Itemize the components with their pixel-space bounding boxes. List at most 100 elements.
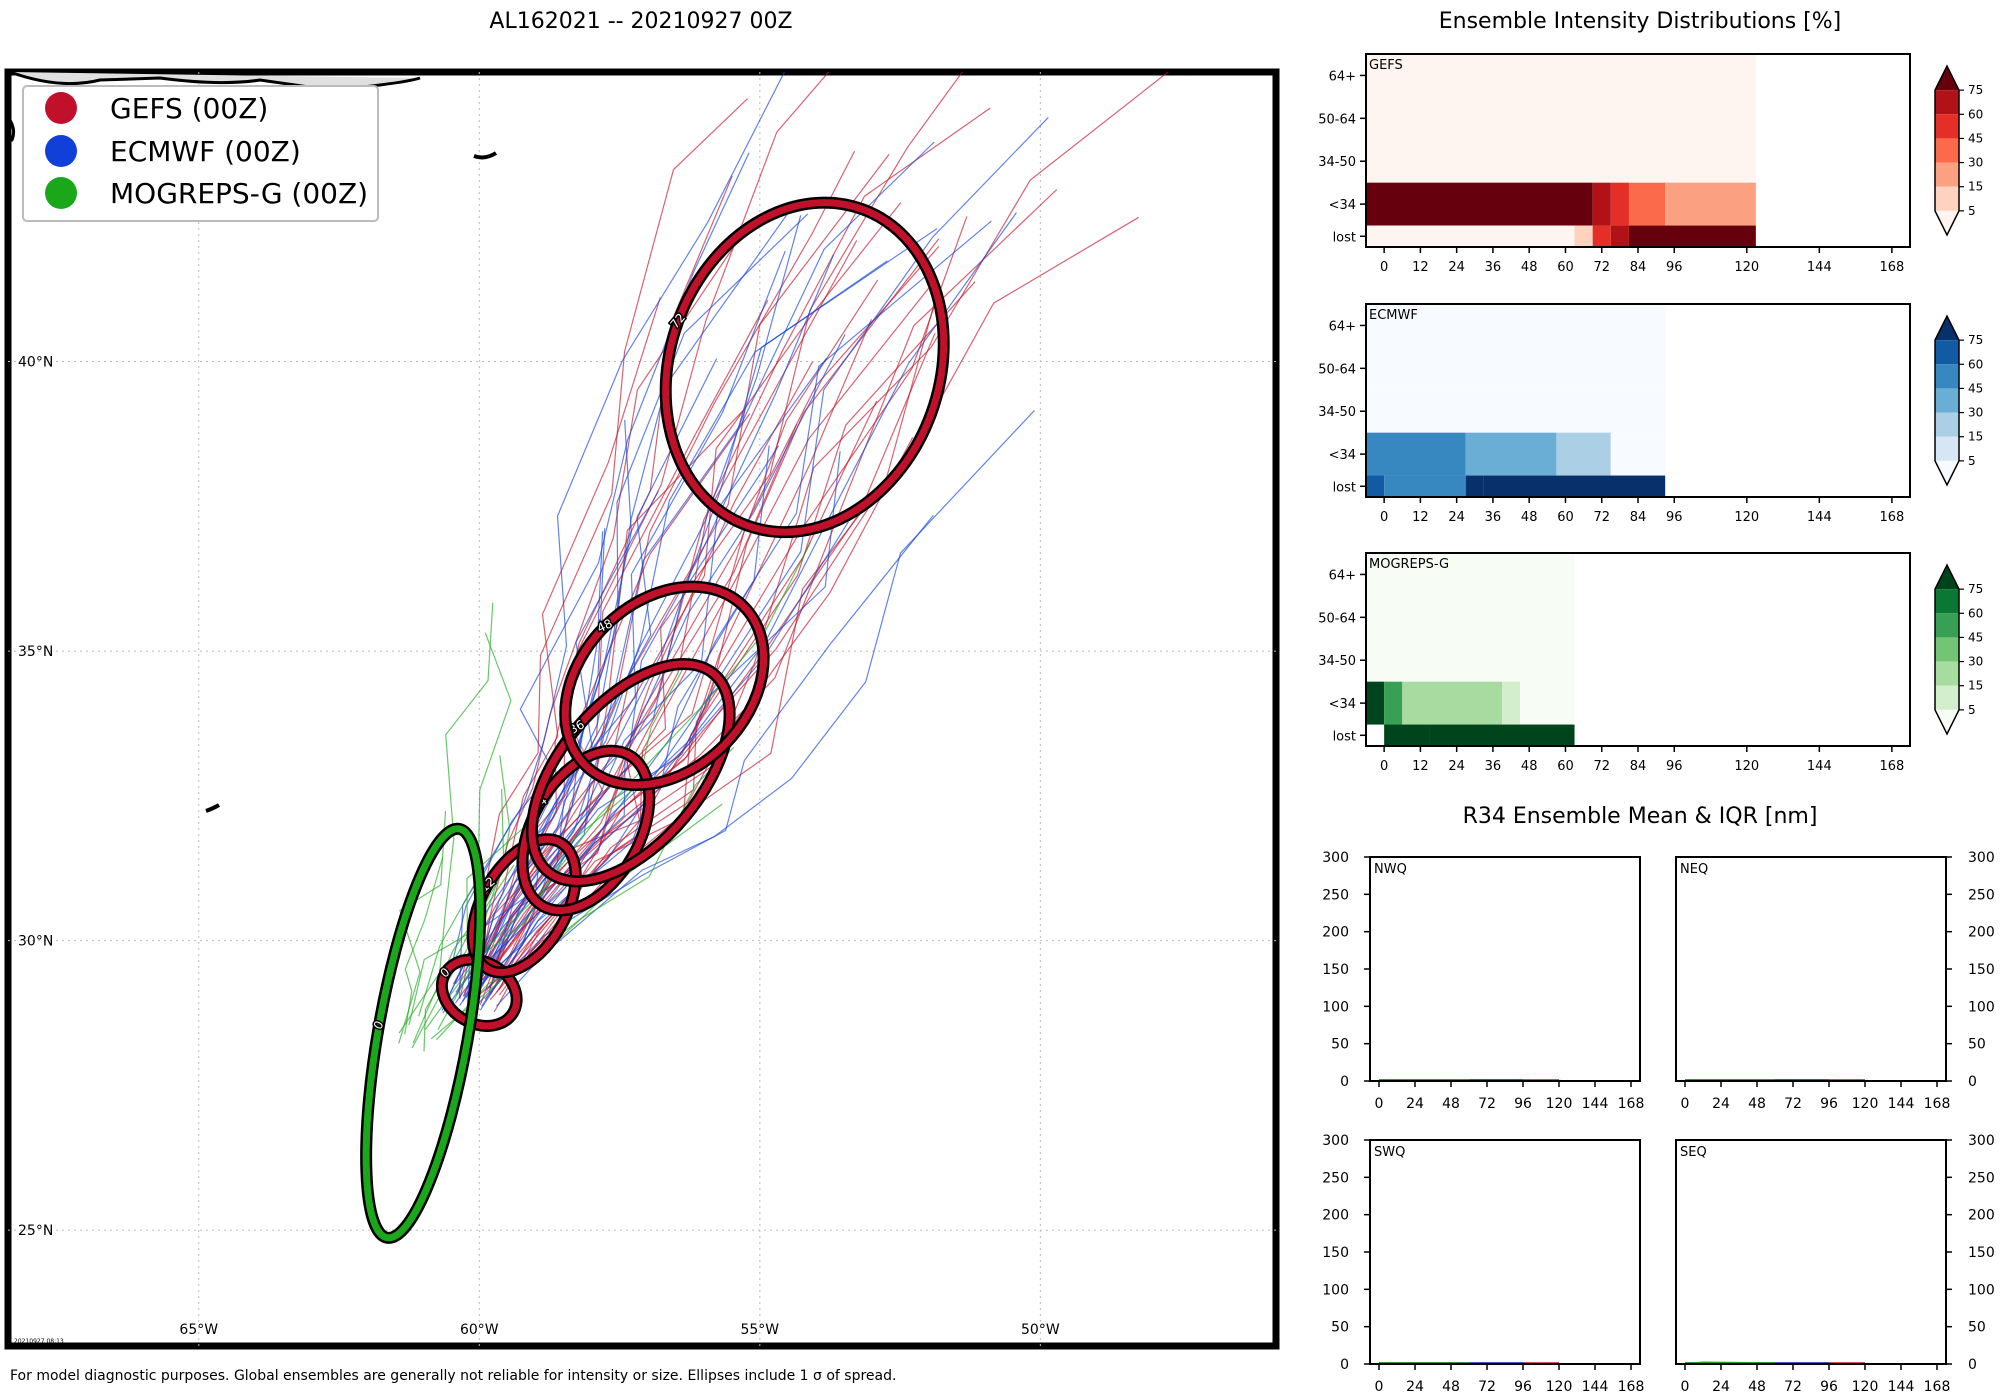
heatmap-xtick-label: 12 <box>1412 759 1429 774</box>
r34-ytick-label: 300 <box>1322 850 1349 866</box>
r34-ytick-label: 100 <box>1968 999 1995 1015</box>
colorbar-tick-label: 60 <box>1968 357 1983 371</box>
legend-marker-ecmwf <box>45 135 77 167</box>
heatmap-cell <box>1366 475 1385 497</box>
heatmap-cell <box>1610 432 1666 476</box>
ellipse-ring <box>528 660 734 885</box>
heatmap-xtick-label: 120 <box>1734 260 1759 275</box>
r34-ytick-label: 150 <box>1968 962 1995 978</box>
r34-xtick-label: 0 <box>1681 1096 1690 1112</box>
footnote: For model diagnostic purposes. Global en… <box>10 1368 896 1384</box>
colorbar-tick-label: 30 <box>1968 655 1983 669</box>
colorbar-tick-label: 30 <box>1968 406 1983 420</box>
map-legend: GEFS (00Z) ECMWF (00Z) MOGREPS-G (00Z) <box>22 85 379 222</box>
r34-xtick-label: 120 <box>1546 1096 1573 1112</box>
heatmap-xtick-label: 96 <box>1666 759 1683 774</box>
ellipse-ring <box>469 835 580 976</box>
r34-ytick-label: 100 <box>1322 1282 1349 1298</box>
heatmap-cell <box>1366 182 1593 226</box>
track-ecmwf <box>471 514 934 1011</box>
heatmap-cell <box>1384 475 1466 497</box>
r34-ytick-label: 300 <box>1968 850 1995 866</box>
ellipse-mogreps-0: 0 <box>360 822 487 1244</box>
r34-xtick-label: 24 <box>1406 1379 1424 1395</box>
colorbar-segment <box>1935 685 1959 710</box>
heatmap-cell <box>1592 182 1611 226</box>
track-ecmwf <box>486 220 992 991</box>
heatmap-cell <box>1429 724 1575 746</box>
colorbar-extend-bottom <box>1935 460 1959 485</box>
colorbar-tick-label: 75 <box>1968 333 1983 347</box>
r34-ytick-label: 200 <box>1968 1208 1995 1224</box>
heatmap-xtick-label: 60 <box>1557 260 1574 275</box>
heatmap-xtick-label: 36 <box>1485 510 1502 525</box>
track-ecmwf <box>479 445 770 1011</box>
heatmap-cell <box>1592 225 1611 247</box>
r34-panel-label: NWQ <box>1374 862 1407 877</box>
legend-box <box>22 85 379 222</box>
heatmap-cell <box>1366 54 1756 97</box>
r34-xtick-label: 0 <box>1681 1379 1690 1395</box>
colorbar-segment <box>1935 436 1959 461</box>
intensity-heading: Ensemble Intensity Distributions [%] <box>1439 9 1842 34</box>
ellipse-ring <box>561 583 768 789</box>
legend-entry-ecmwf: ECMWF (00Z) <box>45 135 301 168</box>
heatmap-cell <box>1384 681 1403 725</box>
colorbar-segment <box>1935 412 1959 437</box>
heatmap-ytick-label: lost <box>1333 480 1356 495</box>
r34-xtick-label: 48 <box>1442 1096 1460 1112</box>
heatmap-xtick-label: 144 <box>1807 510 1832 525</box>
colorbar-tick-label: 15 <box>1968 679 1983 693</box>
colorbar-tick-label: 15 <box>1968 180 1983 194</box>
colorbar-segment <box>1935 364 1959 389</box>
intensity-heatmaps: GEFS 64+ 50-64 34-50 <34 lost 0 12 24 36 48 60 72 84 9… <box>1318 53 1983 774</box>
colorbar-tick-label: 45 <box>1968 131 1983 145</box>
coastline-west <box>8 119 16 142</box>
island-bermuda <box>205 803 221 813</box>
track-gefs <box>484 287 930 1000</box>
r34-xtick-label: 72 <box>1784 1096 1802 1112</box>
colorbar-segment <box>1935 388 1959 413</box>
map-ytick-label: 25°N <box>18 1223 53 1239</box>
heatmap-xtick-label: 24 <box>1448 260 1465 275</box>
colorbar-segment <box>1935 613 1959 638</box>
ellipse-ring <box>662 199 948 536</box>
map-tick-labels: 65°W 60°W 55°W 50°W 25°N 30°N 35°N 40°N <box>18 355 1060 1338</box>
heatmap-xtick-label: 0 <box>1380 260 1388 275</box>
r34-ytick-label: 0 <box>1340 1074 1349 1090</box>
r34-frame <box>1369 856 1641 1082</box>
ellipse-gefs-72: 72 <box>659 196 950 539</box>
heatmap-ytick-label: 50-64 <box>1318 112 1356 127</box>
r34-xtick-label: 168 <box>1924 1379 1951 1395</box>
heatmap-cell <box>1366 225 1575 247</box>
heatmap-ytick-label: 34-50 <box>1318 155 1356 170</box>
r34-xtick-label: 144 <box>1582 1096 1609 1112</box>
heatmap-xtick-label: 84 <box>1630 510 1647 525</box>
r34-ytick-label: 50 <box>1331 1320 1349 1336</box>
heatmap-xtick-label: 48 <box>1521 510 1538 525</box>
heatmap-cell <box>1366 681 1385 725</box>
r34-xtick-label: 144 <box>1888 1379 1915 1395</box>
track-gefs <box>496 437 914 993</box>
heatmap-label: GEFS <box>1369 58 1403 73</box>
map-ytick-label: 30°N <box>18 934 53 950</box>
r34-xtick-label: 48 <box>1442 1379 1460 1395</box>
heatmap-ytick-label: 64+ <box>1329 568 1356 583</box>
heatmap-cell <box>1366 346 1666 390</box>
r34-panel-seq: SEQ 0 50 100 150 200 250 300 0 24 48 72 96 120 144 168 <box>1675 1133 1995 1395</box>
ellipse-gefs-36: 36 <box>525 658 736 888</box>
colorbar-segment <box>1935 186 1959 211</box>
heatmap-cell <box>1366 432 1466 476</box>
heatmap-cell <box>1574 225 1593 247</box>
colorbar-segment <box>1935 162 1959 187</box>
r34-frame <box>1675 1139 1947 1365</box>
heatmap-xtick-label: 168 <box>1879 759 1904 774</box>
r34-ytick-label: 100 <box>1968 1282 1995 1298</box>
map-frame <box>4 68 1280 1350</box>
legend-label-ecmwf: ECMWF (00Z) <box>110 135 301 168</box>
track-mogreps <box>430 746 735 1040</box>
heatmap-cell <box>1366 595 1575 639</box>
r34-xtick-label: 96 <box>1514 1379 1532 1395</box>
r34-ytick-label: 300 <box>1322 1133 1349 1149</box>
